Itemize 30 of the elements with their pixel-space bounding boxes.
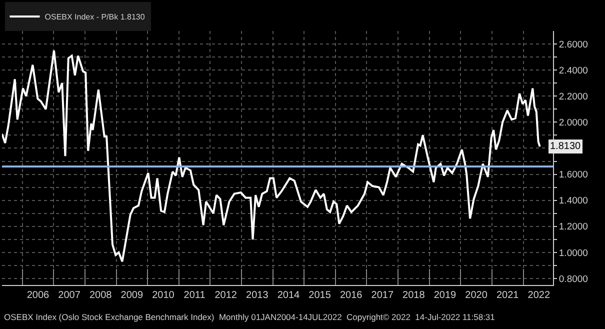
x-tick-label: 2015 [308,290,332,301]
line-series [2,50,541,263]
x-tick-label: 2020 [465,290,488,301]
x-tick-label: 2012 [214,290,238,301]
y-tick-label: 1.4000 [558,196,588,207]
x-tick-label: 2009 [120,290,144,301]
x-tick-label: 2006 [26,290,50,301]
x-tick-label: 2017 [371,290,394,301]
y-tick-label: 0.8000 [558,274,588,285]
x-tick-label: 2016 [340,290,363,301]
x-tick-label: 2007 [58,290,81,301]
x-tick-label: 2021 [496,290,520,301]
text: OSEBX Index (Oslo Stock Exchange Benchmark Index) Monthly 01JAN2004-14JUL2022 Copyright© 2022 14-Jul-2022 11:58:31 [4,312,496,322]
x-tick-label: 2011 [184,290,206,301]
y-tick-label: 1.0000 [558,248,588,259]
annotation: 1.8130 [550,141,582,152]
y-tick-label: 2.2000 [558,91,588,102]
x-tick-label: 2018 [402,290,426,301]
y-tick-label: 1.2000 [558,222,588,233]
y-tick-label: 2.0000 [558,118,588,129]
y-tick-label: 2.4000 [558,65,588,76]
y-tick-label: 1.6000 [558,170,588,181]
legend-label: OSEBX Index - P/Bk 1.8130 [44,12,146,22]
x-tick-label: 2022 [528,290,550,301]
x-tick-label: 2013 [246,290,269,301]
x-tick-label: 2008 [89,290,112,301]
x-tick-label: 2010 [152,290,175,301]
x-tick-label: 2019 [434,290,457,301]
x-tick-label: 2014 [277,290,300,301]
y-tick-label: 2.6000 [558,39,588,50]
